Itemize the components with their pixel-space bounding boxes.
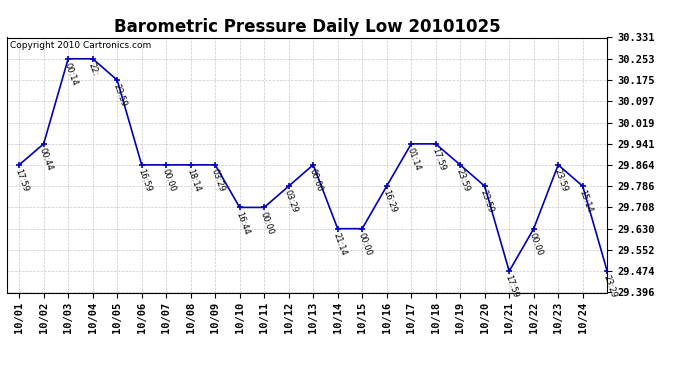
Text: 23:29: 23:29 xyxy=(602,274,618,300)
Text: 23:59: 23:59 xyxy=(553,168,569,193)
Text: 00:44: 00:44 xyxy=(38,147,55,172)
Text: 16:59: 16:59 xyxy=(136,168,152,193)
Text: 03:29: 03:29 xyxy=(210,168,226,193)
Text: 01:14: 01:14 xyxy=(406,147,422,172)
Text: 16:44: 16:44 xyxy=(234,210,250,236)
Title: Barometric Pressure Daily Low 20101025: Barometric Pressure Daily Low 20101025 xyxy=(114,18,500,36)
Text: 00:00: 00:00 xyxy=(357,231,373,257)
Text: 00:14: 00:14 xyxy=(63,62,79,87)
Text: 16:29: 16:29 xyxy=(381,189,397,214)
Text: 17:59: 17:59 xyxy=(14,168,30,193)
Text: 21:14: 21:14 xyxy=(332,231,348,257)
Text: Copyright 2010 Cartronics.com: Copyright 2010 Cartronics.com xyxy=(10,41,151,50)
Text: 22:: 22: xyxy=(87,62,100,77)
Text: 00:00: 00:00 xyxy=(259,210,275,236)
Text: 17:59: 17:59 xyxy=(504,274,520,300)
Text: 18:14: 18:14 xyxy=(185,168,201,193)
Text: 23:59: 23:59 xyxy=(112,83,128,108)
Text: 15:14: 15:14 xyxy=(577,189,593,214)
Text: 00:00: 00:00 xyxy=(308,168,324,193)
Text: 23:59: 23:59 xyxy=(479,189,495,214)
Text: 00:00: 00:00 xyxy=(161,168,177,193)
Text: 17:59: 17:59 xyxy=(430,147,446,172)
Text: 03:29: 03:29 xyxy=(283,189,299,214)
Text: 00:00: 00:00 xyxy=(528,231,544,257)
Text: 23:59: 23:59 xyxy=(455,168,471,193)
